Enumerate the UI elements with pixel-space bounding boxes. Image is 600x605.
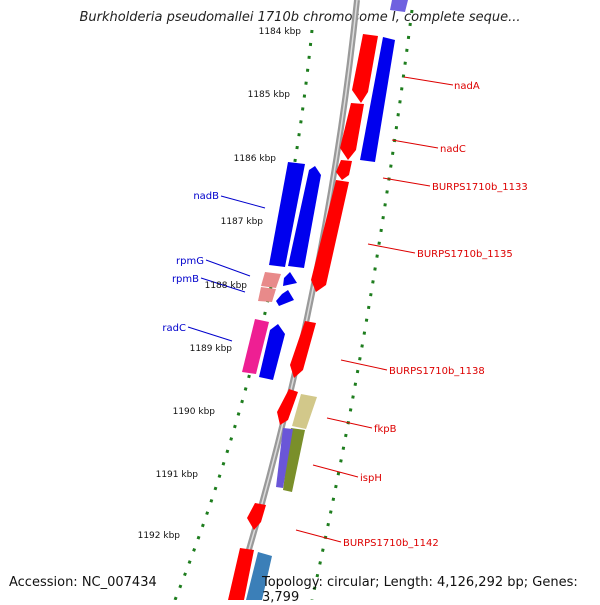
scale-label: 1188 kbp (205, 281, 248, 291)
callout-fkpB (326, 417, 373, 429)
gene-arrow-nadC-blue[interactable] (360, 37, 395, 162)
callout-nadB (220, 195, 266, 209)
callout-nadA (403, 76, 454, 86)
gene-arrow-rpmG-blue[interactable] (283, 272, 297, 286)
gene-label-nadC[interactable]: nadC (440, 144, 466, 155)
gene-arrow-nadB-b[interactable] (288, 166, 321, 268)
callout-BURPS1710b_1135 (367, 243, 416, 254)
callout-rpmB (200, 277, 246, 293)
gene-arrow-ispH-olive[interactable] (283, 428, 305, 492)
accession-text: Accession: NC_007434 (9, 575, 157, 590)
callout-ispH (312, 464, 359, 478)
gene-arrow-nadB-a[interactable] (269, 162, 305, 267)
gene-arrow-bottom-blue[interactable] (246, 552, 272, 600)
gene-label-radC[interactable]: radC (162, 323, 186, 334)
gene-arrow-BURPS1710b_1142b[interactable] (247, 503, 266, 530)
gene-arrow-radC[interactable] (259, 324, 285, 380)
callout-BURPS1710b_1138 (340, 359, 388, 371)
gene-arrow-nadC[interactable] (340, 103, 364, 160)
gene-arrow-BURPS1710b_1135[interactable] (311, 180, 349, 292)
gene-label-BURPS1710b_1135[interactable]: BURPS1710b_1135 (417, 249, 513, 260)
gene-arrow-nadA[interactable] (352, 34, 378, 103)
left-callouts (187, 195, 266, 342)
scale-label: 1190 kbp (173, 407, 216, 417)
gene-arrow-BURPS1710b_1138[interactable] (290, 321, 316, 378)
scale-label: 1192 kbp (138, 531, 181, 541)
gene-label-BURPS1710b_1138[interactable]: BURPS1710b_1138 (389, 366, 485, 377)
map-title: Burkholderia pseudomallei 1710b chromoso… (79, 10, 521, 25)
gene-label-nadA[interactable]: nadA (454, 81, 480, 92)
gene-arrow-rpmB[interactable] (258, 287, 276, 302)
gene-label-rpmB[interactable]: rpmB (172, 274, 199, 285)
callout-nadC (391, 139, 439, 149)
gene-label-ispH[interactable]: ispH (360, 473, 382, 484)
gene-arrow-rpmB-blue[interactable] (276, 290, 294, 306)
kbp-scale: 1184 kbp 1185 kbp 1186 kbp 1187 kbp 1188… (138, 27, 302, 541)
outer-dot-track (310, 9, 414, 600)
scale-label: 1191 kbp (156, 470, 199, 480)
gene-arrow-fkpB[interactable] (292, 394, 317, 429)
callout-BURPS1710b_1133 (382, 177, 431, 187)
gene-label-rpmG[interactable]: rpmG (176, 256, 204, 267)
callout-rpmG (205, 259, 251, 277)
gene-arrow-bottom-red[interactable] (228, 548, 254, 600)
scale-label: 1184 kbp (259, 27, 302, 37)
right-callouts (295, 76, 454, 543)
forward-strand-genes (242, 162, 321, 380)
gene-arrow-BURPS1710b_1142[interactable] (277, 389, 298, 425)
scale-label: 1185 kbp (248, 90, 291, 100)
right-gene-labels: nadA nadC BURPS1710b_1133 BURPS1710b_113… (343, 81, 528, 549)
gene-arrow-BURPS1710b_1133[interactable] (336, 160, 352, 180)
gene-arrow-radC-pink[interactable] (242, 319, 269, 374)
gene-arrow-ispH-purple[interactable] (276, 428, 293, 488)
callout-radC (187, 326, 233, 342)
topology-text: Topology: circular; Length: 4,126,292 bp… (262, 575, 578, 605)
callout-BURPS1710b_1142 (295, 529, 342, 543)
gene-arrow-rpmG[interactable] (261, 272, 281, 288)
gene-label-BURPS1710b_1133[interactable]: BURPS1710b_1133 (432, 182, 528, 193)
scale-label: 1189 kbp (190, 344, 233, 354)
inner-dot-track (173, 29, 314, 600)
gene-label-BURPS1710b_1142[interactable]: BURPS1710b_1142 (343, 538, 439, 549)
reverse-strand-genes (228, 0, 408, 600)
scale-label: 1187 kbp (221, 217, 264, 227)
gene-label-nadB[interactable]: nadB (193, 191, 219, 202)
scale-label: 1186 kbp (234, 154, 277, 164)
left-gene-labels: nadB rpmG rpmB radC (162, 191, 219, 334)
gene-arrow-top-purple[interactable] (390, 0, 408, 12)
gene-label-fkpB[interactable]: fkpB (374, 424, 397, 435)
